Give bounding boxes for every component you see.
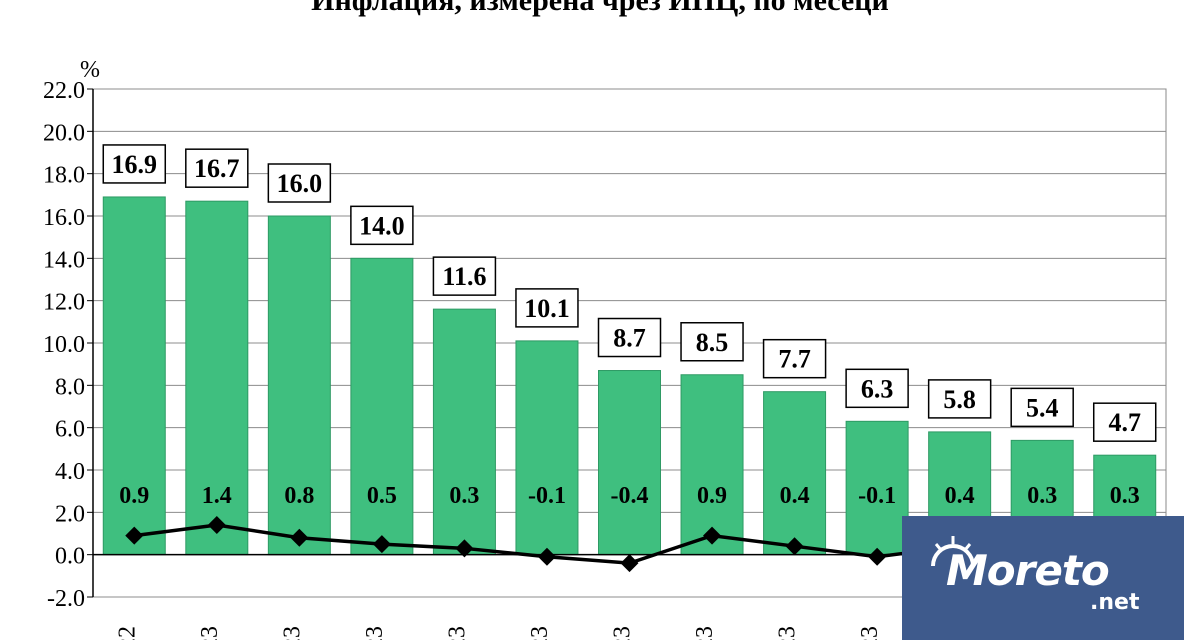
line-value-label: -0.4 (611, 483, 649, 509)
line-value-label: -0.1 (858, 483, 896, 509)
line-point-marker (207, 516, 226, 535)
bar-value-label: 16.0 (277, 169, 323, 198)
watermark-logo: Moreto .net (902, 516, 1184, 640)
bar-value-label-box (350, 205, 414, 246)
y-tick-label: 16.0 (43, 205, 85, 231)
bar-value-label-box (267, 163, 332, 203)
line-point-marker (372, 535, 391, 554)
axes: -2.0 0.0 2.0 4.0 6.0 8.0 10.0 12.0 14.0 16.0 18.0 2… (43, 57, 1166, 640)
bar-value-label: 14.0 (359, 211, 405, 240)
x-tick-label: 23 (444, 626, 470, 640)
line-point-marker (785, 537, 804, 556)
data-labels: 16.9 16.7 16.0 14.0 11.6 10.1 8.7 8.5 7.7 6.3 5.8 5… (102, 144, 1157, 509)
bar-value-label-box (432, 256, 497, 296)
y-tick-label: 6.0 (55, 417, 85, 443)
x-tick-label: 23 (197, 626, 223, 640)
x-tick-label: 23 (857, 626, 883, 640)
y-tick-label: 4.0 (55, 459, 85, 485)
bar-value-label: 4.7 (1108, 408, 1141, 437)
y-tick-label: 18.0 (43, 163, 85, 189)
y-tick-label: 8.0 (55, 374, 85, 400)
bar-value-label-box (1092, 402, 1157, 442)
x-tick-label: 23 (692, 626, 718, 640)
bar-value-label: 5.8 (943, 385, 976, 414)
bar (845, 420, 909, 556)
bar-value-label: 5.4 (1026, 393, 1059, 422)
bar-value-label-box (185, 148, 249, 188)
bar (350, 257, 414, 556)
bar-value-label: 8.5 (696, 328, 729, 357)
line-value-label: 0.9 (119, 483, 149, 509)
line-point-marker (290, 528, 309, 547)
bar-value-label: 16.7 (194, 154, 240, 183)
line-value-label: 1.4 (202, 483, 232, 509)
bar-value-label-box (597, 317, 662, 358)
y-tick-label: 14.0 (43, 247, 85, 273)
bar (102, 196, 166, 556)
bar (763, 391, 827, 556)
line-value-label: 0.3 (449, 483, 479, 509)
y-tick-label: -2.0 (47, 586, 85, 612)
bar-value-label-box (515, 288, 579, 328)
bar (515, 340, 579, 556)
bar-value-label: 16.9 (112, 150, 158, 179)
bar (432, 308, 496, 556)
x-tick-label: 22 (114, 626, 140, 640)
line-value-label: 0.3 (1027, 483, 1057, 509)
watermark-brand: Moreto (946, 546, 1110, 595)
line-point-marker (537, 547, 556, 566)
y-tick-label: 12.0 (43, 290, 85, 316)
bar-value-label-box (680, 322, 744, 362)
x-tick-label: 23 (610, 626, 636, 640)
bar-value-label-box (927, 379, 992, 419)
bar-value-label: 7.7 (778, 345, 811, 374)
bar-value-label-box (102, 144, 167, 184)
bar-value-label-box (1010, 387, 1074, 428)
y-tick-label: 20.0 (43, 120, 85, 146)
y-tick-label: 22.0 (43, 78, 85, 104)
line-value-label: 0.8 (284, 483, 314, 509)
watermark-suffix: .net (1090, 590, 1140, 615)
bar-value-label: 10.1 (524, 294, 570, 323)
line-value-label: 0.5 (367, 483, 397, 509)
y-tick-label: 0.0 (55, 544, 85, 570)
bar-value-label: 6.3 (861, 374, 894, 403)
line-point-marker (125, 526, 144, 545)
line-value-label: 0.3 (1110, 483, 1140, 509)
bar-value-label-box (845, 368, 909, 409)
line-point-marker (620, 554, 639, 573)
line-value-label: 0.4 (945, 483, 975, 509)
x-tick-label: 23 (775, 626, 801, 640)
y-axis-label: % (80, 57, 100, 83)
line-value-label: 0.9 (697, 483, 727, 509)
line-point-marker (703, 526, 722, 545)
bar-value-label: 11.6 (442, 262, 486, 291)
line-point-marker (455, 539, 474, 558)
x-tick-label: 23 (362, 626, 388, 640)
chart-title: Инфлация, измерена чрез ИПЦ, по месеци (311, 0, 889, 17)
line-value-label: 0.4 (780, 483, 810, 509)
y-tick-label: 2.0 (55, 501, 85, 527)
line-point-marker (868, 547, 887, 566)
sun-icon (931, 536, 975, 567)
bar-value-label: 8.7 (613, 324, 646, 353)
bar-value-label-box (762, 338, 827, 379)
bar (598, 370, 661, 556)
x-tick-label: 23 (279, 626, 305, 640)
x-tick-label: 23 (527, 626, 553, 640)
line-value-label: -0.1 (528, 483, 566, 509)
y-tick-label: 10.0 (43, 332, 85, 358)
